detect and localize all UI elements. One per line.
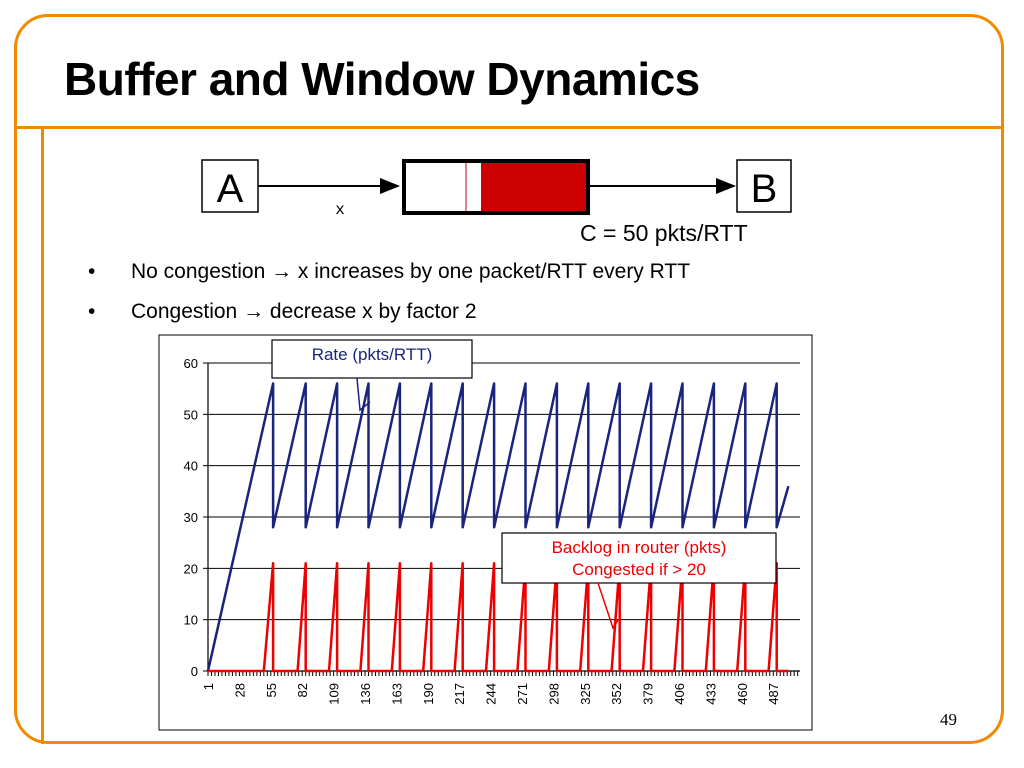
annotation-label: Backlog in router (pkts) <box>552 538 727 557</box>
x-tick-label: 28 <box>232 683 247 697</box>
rate-series-line <box>206 382 790 672</box>
x-tick-label: 460 <box>735 683 750 705</box>
annotation-pointer <box>597 582 619 630</box>
x-tick-label: 406 <box>672 683 687 705</box>
x-tick-label: 298 <box>546 683 561 705</box>
y-tick-label: 60 <box>184 356 198 371</box>
x-tick-label: 487 <box>766 683 781 705</box>
y-tick-label: 10 <box>184 613 198 628</box>
x-tick-label: 325 <box>578 683 593 705</box>
x-tick-label: 352 <box>609 683 624 705</box>
y-tick-label: 30 <box>184 510 198 525</box>
y-tick-label: 40 <box>184 459 198 474</box>
x-tick-label: 55 <box>264 683 279 697</box>
slide-frame <box>14 14 1004 744</box>
title-divider <box>17 126 1004 129</box>
x-tick-label: 379 <box>641 683 656 705</box>
x-tick-label: 433 <box>703 683 718 705</box>
x-tick-label: 1 <box>201 683 216 690</box>
x-tick-label: 271 <box>515 683 530 705</box>
bullet-symbol: • <box>88 300 96 323</box>
x-tick-label: 109 <box>327 683 342 705</box>
x-tick-label: 190 <box>421 683 436 705</box>
y-tick-label: 20 <box>184 561 198 576</box>
annotation-box <box>271 339 473 379</box>
y-tick-label: 50 <box>184 407 198 422</box>
x-tick-label: 244 <box>484 683 499 705</box>
x-tick-label: 217 <box>452 683 467 705</box>
slide-title: Buffer and Window Dynamics <box>64 53 700 105</box>
bullet-text: No congestion → x increases by one packe… <box>131 260 691 283</box>
y-tick-label: 0 <box>191 664 198 679</box>
annotation-label: Congested if > 20 <box>572 560 706 579</box>
x-tick-label: 163 <box>389 683 404 705</box>
side-divider <box>41 126 44 744</box>
annotation-box <box>501 532 777 584</box>
annotation-label: Rate (pkts/RTT) <box>312 345 433 364</box>
annotation-pointer <box>356 377 371 412</box>
page-number: 49 <box>940 710 957 729</box>
x-tick-label: 136 <box>358 683 373 705</box>
x-tick-label: 82 <box>295 683 310 697</box>
bullet-text: Congestion → decrease x by factor 2 <box>131 300 477 323</box>
bullet-symbol: • <box>88 260 96 283</box>
